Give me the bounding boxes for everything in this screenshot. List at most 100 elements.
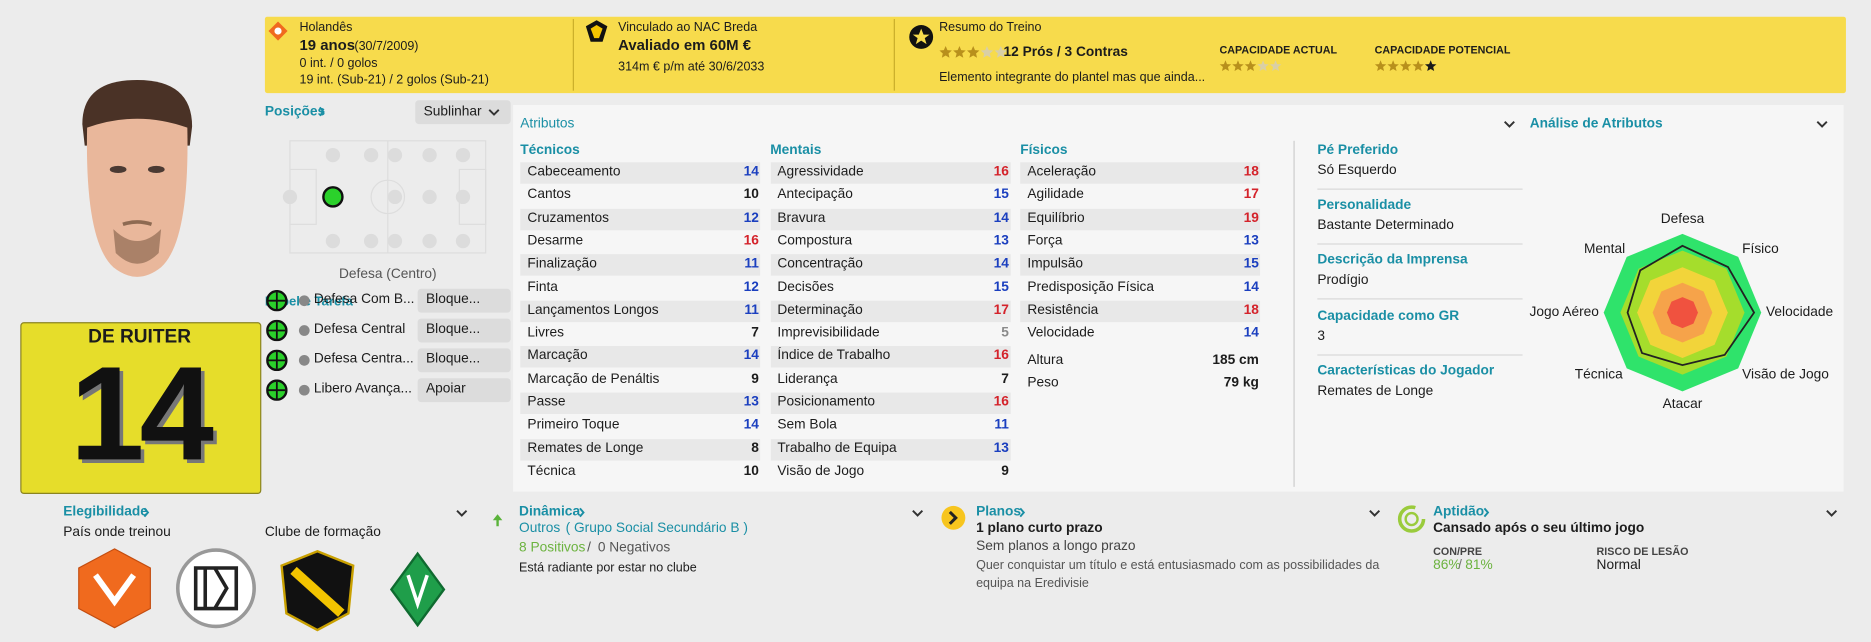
attribute-name: Passe (527, 394, 566, 410)
positions-title[interactable]: Posições (264, 105, 326, 120)
dynamics-group: Outros (519, 521, 561, 536)
nationality: Holandês (299, 20, 353, 35)
attribute-value: 14 (743, 164, 759, 179)
role-name: Defesa Centra... (313, 352, 414, 367)
duty-button[interactable] (417, 348, 511, 373)
attribute-value: 15 (993, 279, 1009, 295)
attribute-value: 11 (994, 417, 1009, 433)
dynamics-note: Está radiante por estar no clube (519, 560, 697, 576)
plans-icon (941, 505, 966, 530)
dynamics-separator: / (587, 540, 591, 555)
attribute-value: 13 (743, 394, 759, 410)
header-bar (264, 16, 1846, 94)
dynamics-positives: 8 Positivos (519, 540, 586, 555)
highlight-button[interactable] (415, 100, 511, 125)
training-stars (939, 45, 1011, 59)
info-label: Características do Jogador (1317, 363, 1495, 379)
radar-label: Técnica (1574, 367, 1623, 382)
info-dot (298, 295, 310, 307)
attribute-row (520, 208, 761, 230)
fitness-title[interactable]: Aptidão (1433, 504, 1485, 520)
attribute-name: Velocidade (1027, 325, 1095, 341)
link-arrow (579, 507, 585, 518)
plans-sub: Sem planos a longo prazo (976, 539, 1136, 554)
radar-label: Mental (1583, 242, 1626, 257)
star (1399, 60, 1412, 71)
info-icon[interactable] (298, 295, 310, 307)
info-divider (1317, 188, 1523, 190)
duty-label: Bloque... (425, 322, 481, 337)
duty-button[interactable] (417, 378, 511, 403)
attribute-row (770, 208, 1011, 230)
duty-button[interactable] (417, 288, 511, 313)
attribute-row (520, 392, 761, 415)
role-name: Libero Avança... (313, 381, 412, 397)
attribute-name: Resistência (1027, 302, 1099, 318)
attribute-value: 14 (743, 348, 759, 364)
attribute-name: Lançamentos Longos (527, 302, 659, 318)
attribute-value: 13 (1243, 233, 1259, 249)
dynamics-negatives: 0 Negativos (597, 540, 671, 555)
attribute-name: Trabalho de Equipa (777, 441, 897, 456)
attribute-name: Finta (527, 279, 558, 295)
attribute-name: Técnica (527, 464, 576, 479)
star (994, 45, 1007, 58)
info-icon[interactable] (298, 354, 310, 366)
role-icon (266, 349, 288, 372)
info-dot (298, 325, 310, 336)
position-dot (455, 233, 471, 249)
fitness-headline: Cansado após o seu último jogo (1433, 521, 1645, 536)
attribute-value: 13 (993, 233, 1009, 249)
attribute-name: Agressividade (777, 164, 864, 179)
eligibility-title[interactable]: Elegibilidade (63, 504, 148, 520)
radar-label: Defesa (1660, 212, 1705, 227)
club-icon (585, 20, 608, 42)
dynamics-title[interactable]: Dinâmica (519, 504, 581, 520)
link-arrow (1483, 507, 1490, 518)
youth-caps: 19 int. (Sub-21) / 2 golos (Sub-21) (299, 72, 489, 88)
info-dot (298, 354, 310, 366)
attribute-row (770, 300, 1011, 322)
attribute-radar (1603, 233, 1762, 392)
duty-label: Bloque... (425, 292, 481, 307)
role-cross (268, 322, 286, 339)
position-dot (325, 233, 341, 249)
attribute-value: 16 (993, 394, 1009, 410)
radar-outline (1626, 244, 1756, 367)
plans-note: Quer conquistar um título e está entusia… (976, 558, 1380, 573)
attribute-name: Concentração (777, 256, 863, 272)
role-name: Defesa Com B... (313, 292, 415, 307)
position-dot (387, 147, 403, 163)
duty-button[interactable] (417, 318, 511, 343)
radar-label: Velocidade (1765, 305, 1834, 320)
info-icon[interactable] (298, 325, 310, 337)
dropdown-arrow (456, 510, 468, 517)
position-dot (282, 189, 298, 205)
attribute-row (520, 162, 761, 184)
club-line: Vinculado ao NAC Breda (618, 20, 758, 35)
plans-title[interactable]: Planos (976, 504, 1022, 520)
training-icon (909, 25, 934, 49)
caps: 0 int. / 0 golos (299, 56, 378, 71)
shirt-number: 14 (70, 338, 214, 489)
attribute-value: 16 (993, 348, 1009, 364)
badges (78, 548, 446, 632)
attribute-value: 7 (1001, 371, 1009, 387)
attribute-value: 14 (1243, 279, 1259, 295)
physical-label: Peso (1027, 376, 1059, 391)
group-title: Técnicos (520, 143, 580, 158)
attribute-value: 11 (744, 256, 759, 272)
position-dot (387, 233, 403, 249)
attribute-name: Sem Bola (777, 417, 837, 433)
shirt-name: DE RUITER (88, 326, 192, 348)
attribute-name: Cruzamentos (527, 210, 610, 226)
stars (1374, 60, 1437, 71)
attribute-row (1020, 162, 1261, 184)
info-icon[interactable] (298, 384, 310, 396)
attribute-value: 10 (743, 464, 759, 479)
attribute-name: Livres (527, 325, 565, 341)
duty-label: Bloque... (425, 352, 481, 367)
info-label: Descrição da Imprensa (1317, 253, 1468, 268)
attribute-row (770, 162, 1011, 184)
